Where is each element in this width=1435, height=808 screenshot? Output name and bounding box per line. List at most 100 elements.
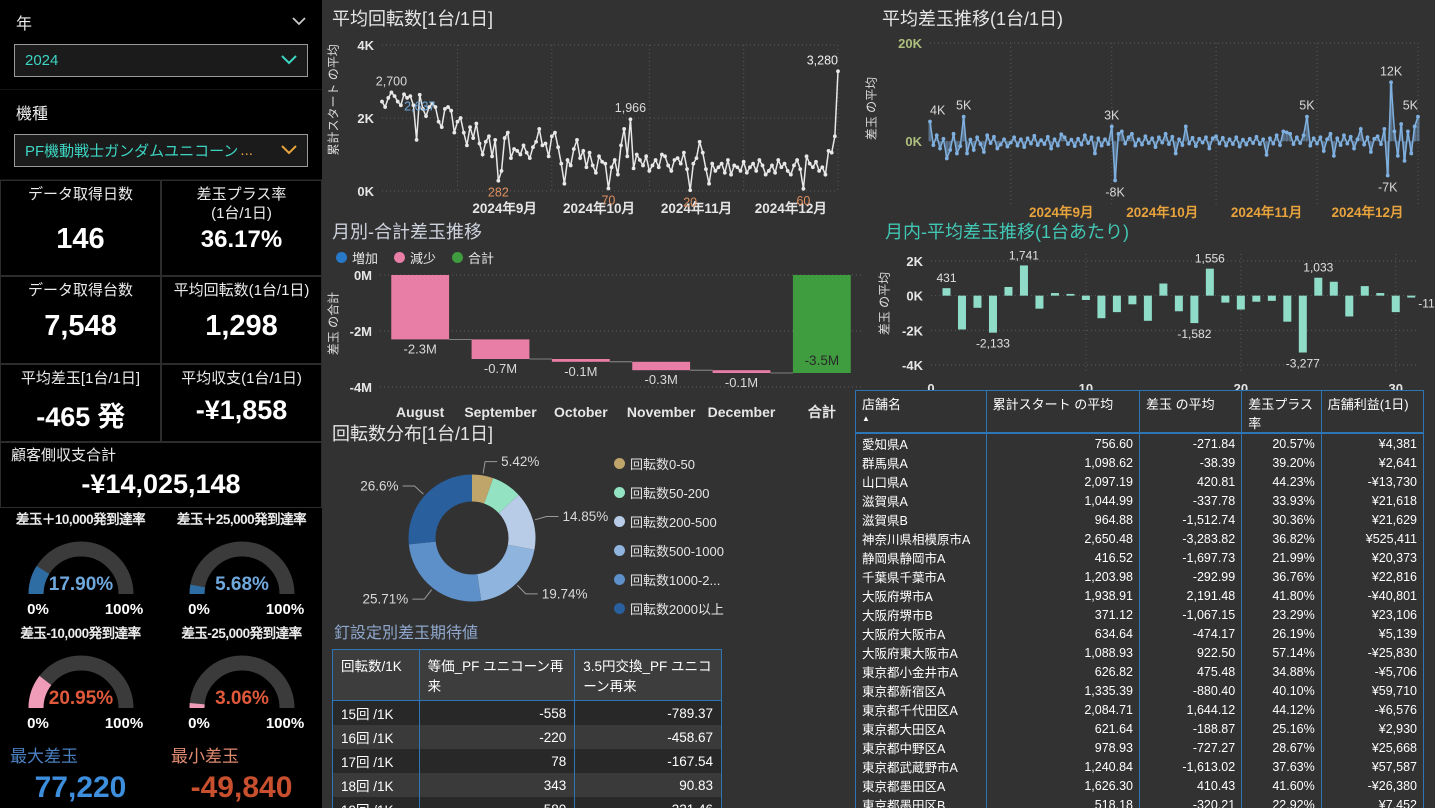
svg-text:1,033: 1,033 [1303,261,1333,275]
store-row[interactable]: 静岡県静岡市A 416.52 -1,697.73 21.99% ¥20,373 [855,548,1424,567]
store-row[interactable]: 東京都墨田区A 1,626.30 410.43 41.60% -¥26,380 [855,776,1424,795]
svg-text:August: August [396,404,445,420]
cell-value: 922.50 [1138,643,1242,662]
cell-value: -¥13,730 [1320,472,1424,491]
store-name: 東京都小金井市A [855,662,987,681]
column-header[interactable]: 3.5円交換_PF ユニコーン再来 [574,649,722,701]
table-row[interactable]: 15回 /1K -558 -789.37 [332,700,722,725]
legend-item[interactable]: 回転数200-500 [614,507,724,536]
kpi-avg-balance-value: -¥1,858 [195,394,288,425]
store-row[interactable]: 東京都墨田区B 518.18 -320.21 22.92% ¥7,452 [855,795,1424,808]
cell-value: -¥25,830 [1320,643,1424,662]
kpi-min-balls-value: -49,840 [190,771,293,804]
legend-item[interactable]: 回転数500-1000 [614,536,724,565]
year-slicer-label: 年 [16,16,33,33]
cell-value: -1,067.15 [1138,605,1242,624]
svg-text:2024年11月: 2024年11月 [1231,204,1302,220]
kpi-plus-rate-card: 差玉プラス率 (1台/1日) 36.17% [161,180,322,276]
legend-dot [394,252,406,263]
column-header[interactable]: 差玉プラス率 [1241,390,1322,434]
chevron-down-icon[interactable] [292,13,306,31]
svg-text:5.42%: 5.42% [501,454,539,469]
cell-value: -1,613.02 [1138,757,1242,776]
table-row[interactable]: 19回 /1K580321.46 [332,797,722,808]
store-row[interactable]: 東京都武蔵野市A 1,240.84 -1,613.02 37.63% ¥57,587 [855,757,1424,776]
cell-value: 1,626.30 [985,776,1140,795]
waterfall-legend: 増加 減少 合計 [322,246,875,267]
store-row[interactable]: 山口県A 2,097.19 420.81 44.23% -¥13,730 [855,472,1424,491]
column-header[interactable]: 差玉 の平均 [1138,390,1242,434]
svg-text:100%: 100% [104,715,142,732]
legend-item[interactable]: 回転数2000以上 [614,594,724,623]
table-row[interactable]: 18回 /1K 343 90.83 [332,773,722,797]
sort-ascending-icon[interactable]: ▲ [862,414,870,423]
store-row[interactable]: 千葉県千葉市A 1,203.98 -292.99 36.76% ¥22,816 [855,567,1424,586]
minmax-row: 最大差玉 77,220 最小差玉 -49,840 [0,736,322,808]
store-row[interactable]: 愛知県A 756.60 -271.84 20.57% ¥4,381 [855,433,1424,453]
cell-value: ¥21,629 [1320,510,1424,529]
store-row[interactable]: 群馬県A 1,098.62 -38.39 39.20% ¥2,641 [855,453,1424,472]
cell-value: 2,084.71 [985,700,1140,719]
store-row[interactable]: 大阪府堺市B 371.12 -1,067.15 23.29% ¥23,106 [855,605,1424,624]
table-row[interactable]: 16回 /1K -220 -458.67 [332,725,722,749]
monthly-waterfall-panel: 月別-合計差玉推移 増加 減少 合計 差玉 の合計 0M -2M -4M -2.3M Aug… [322,213,875,420]
svg-text:3,280: 3,280 [807,53,838,67]
store-row[interactable]: 神奈川県相模原市A 2,650.48 -3,283.82 36.82% ¥525,411 [855,529,1424,548]
cell-value: 34.88% [1241,662,1322,681]
table-row[interactable]: 17回 /1K 78 -167.54 [332,749,722,773]
gauge-label-minus25k: 差玉-25,000発到達率 [181,626,302,641]
legend-item[interactable]: 増加 [336,248,378,267]
column-header[interactable]: 等価_PF ユニコーン再来 [418,649,576,701]
row-label: 17回 /1K [332,749,420,773]
gauge-label-minus10k: 差玉-10,000発到達率 [20,626,141,641]
legend-item[interactable]: 減少 [394,248,436,267]
row-label: 19回 /1K [332,797,420,808]
svg-text:2,700: 2,700 [376,74,407,88]
kpi-total-balance-value: -¥14,025,148 [81,468,241,499]
svg-text:-7K: -7K [1378,181,1398,195]
store-row[interactable]: 滋賀県A 1,044.99 -337.78 33.93% ¥21,618 [855,491,1424,510]
cell-value: 26.19% [1241,624,1322,643]
column-header[interactable]: 累計スタート の平均 [985,390,1140,434]
chart-title: 平均回転数[1台/1日] [332,9,494,29]
cell-value: -271.84 [1138,433,1242,453]
cell-value: -474.17 [1138,624,1242,643]
column-header[interactable]: 店舗利益(1日) [1320,390,1424,434]
store-row[interactable]: 東京都千代田区A 2,084.71 1,644.12 44.12% -¥6,576 [855,700,1424,719]
cell-value: -38.39 [1138,453,1242,472]
column-header[interactable]: 回転数/1K [332,649,420,701]
kpi-days-card: データ取得日数 146 [0,180,161,276]
store-row[interactable]: 大阪府東大阪市A 1,088.93 922.50 57.14% -¥25,830 [855,643,1424,662]
store-row[interactable]: 東京都新宿区A 1,335.39 -880.40 40.10% ¥59,710 [855,681,1424,700]
kpi-total-balance-label: 顧客側収支合計 [11,447,117,464]
year-dropdown[interactable]: 2024 [14,44,308,77]
cell-value: 518.18 [985,795,1140,808]
cell-value: ¥7,452 [1320,795,1424,808]
svg-text:4K: 4K [357,38,374,53]
waterfall-chart-svg: 0M -2M -4M -2.3M August -0.7M September -0.1M Oc… [350,268,862,420]
svg-text:0: 0 [927,381,934,396]
store-row[interactable]: 大阪府堺市A 1,938.91 2,191.48 41.80% -¥40,801 [855,586,1424,605]
cell-value: 1,644.12 [1138,700,1242,719]
store-row[interactable]: 滋賀県B 964.88 -1,512.74 30.36% ¥21,629 [855,510,1424,529]
cell-value: 57.14% [1241,643,1322,662]
store-row[interactable]: 東京都中野区A 978.93 -727.27 28.67% ¥25,668 [855,738,1424,757]
kpi-max-balls-card: 最大差玉 77,220 [0,736,161,808]
legend-item[interactable]: 回転数0-50 [614,449,724,478]
store-name: 東京都千代田区A [855,700,987,719]
legend-item[interactable]: 合計 [452,248,494,267]
store-row[interactable]: 東京都大田区A 621.64 -188.87 25.16% ¥2,930 [855,719,1424,738]
legend-item[interactable]: 回転数50-200 [614,478,724,507]
svg-text:0%: 0% [188,715,210,732]
column-header[interactable]: 店舗名 ▲ [855,390,987,434]
model-dropdown[interactable]: PF機動戦士ガンダムユニコーン ... [14,134,308,167]
store-name: 大阪府東大阪市A [855,643,987,662]
svg-text:100%: 100% [265,715,303,732]
cell-value: 475.48 [1138,662,1242,681]
store-row[interactable]: 東京都小金井市A 626.82 475.48 34.88% -¥5,706 [855,662,1424,681]
legend-dot [452,252,464,263]
legend-item[interactable]: 回転数1000-2... [614,565,724,594]
store-name: 大阪府大阪市A [855,624,987,643]
cell-value: 36.76% [1241,567,1322,586]
store-row[interactable]: 大阪府大阪市A 634.64 -474.17 26.19% ¥5,139 [855,624,1424,643]
